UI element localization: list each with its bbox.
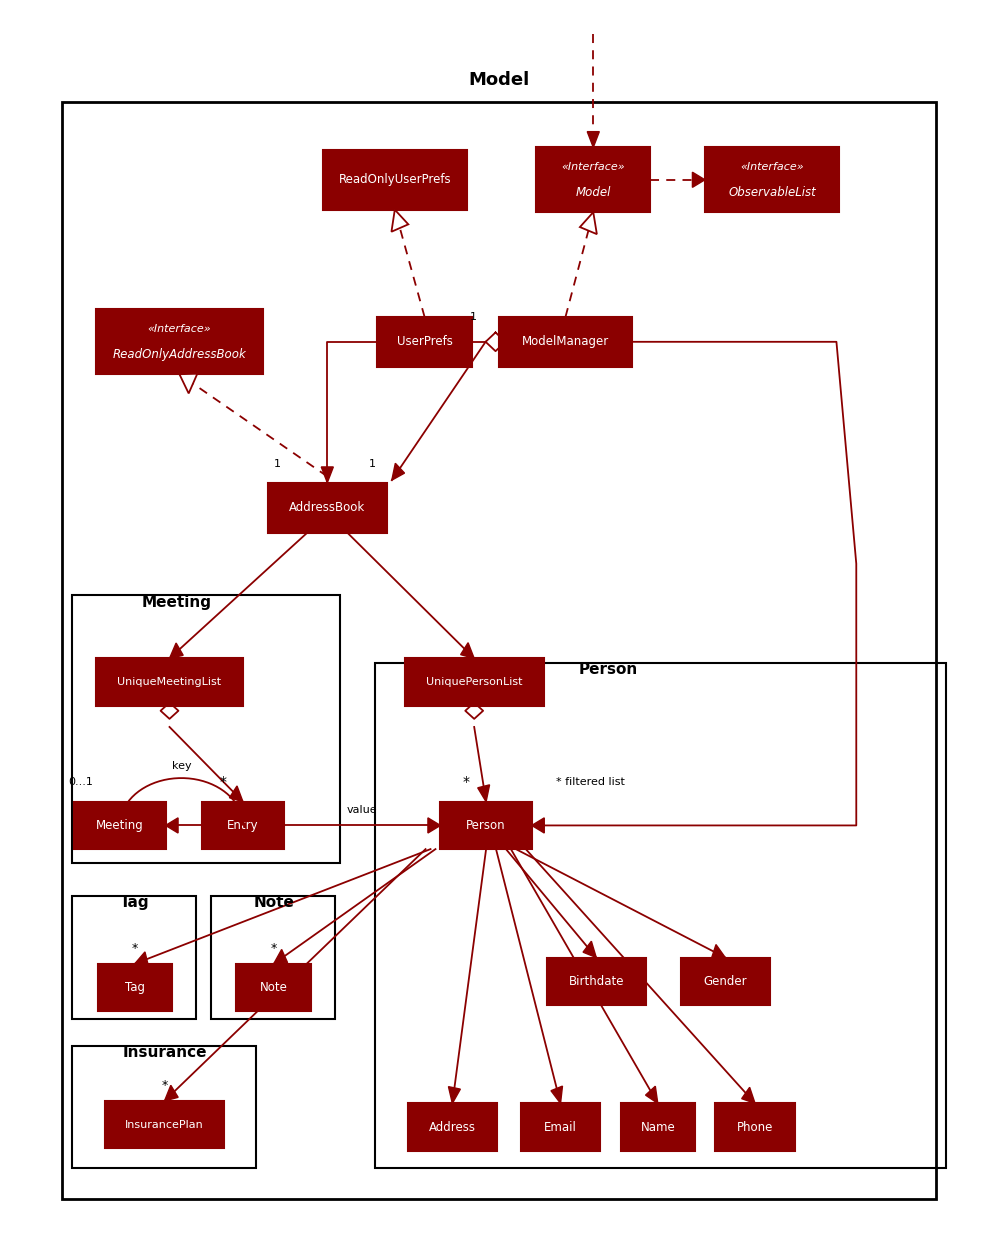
Text: value: value (346, 805, 377, 815)
Polygon shape (392, 463, 404, 481)
Text: Address: Address (429, 1121, 476, 1133)
Bar (521, 1103, 600, 1151)
Bar (375, 664, 945, 1168)
Polygon shape (693, 173, 705, 188)
Text: *: * (463, 775, 470, 789)
Polygon shape (135, 952, 149, 967)
Bar (408, 1103, 497, 1151)
Polygon shape (580, 212, 597, 234)
Text: key: key (172, 761, 192, 770)
Text: UniqueMeetingList: UniqueMeetingList (118, 677, 222, 687)
Bar (203, 801, 283, 849)
Polygon shape (230, 786, 243, 801)
Text: *: * (132, 943, 138, 955)
Polygon shape (273, 949, 287, 964)
Polygon shape (166, 818, 178, 833)
Polygon shape (551, 1085, 563, 1103)
Text: AddressBook: AddressBook (289, 501, 365, 515)
Bar (267, 483, 387, 532)
Text: «Interface»: «Interface» (741, 162, 803, 172)
Text: Person: Person (579, 662, 638, 677)
Bar (62, 103, 936, 1199)
Text: Entry: Entry (228, 819, 258, 831)
Text: 1: 1 (274, 459, 281, 470)
Bar (98, 964, 172, 1012)
Polygon shape (587, 131, 600, 148)
Text: Name: Name (641, 1121, 676, 1133)
Bar (405, 659, 544, 706)
Polygon shape (180, 374, 198, 393)
Polygon shape (712, 944, 726, 959)
Bar (212, 896, 335, 1019)
Text: Birthdate: Birthdate (569, 975, 624, 988)
Text: UniquePersonList: UniquePersonList (426, 677, 522, 687)
Bar (377, 317, 472, 367)
Polygon shape (237, 809, 249, 825)
Polygon shape (321, 467, 333, 483)
Polygon shape (742, 1087, 755, 1103)
Polygon shape (170, 644, 184, 659)
Text: Phone: Phone (737, 1121, 773, 1133)
Text: «Interface»: «Interface» (562, 162, 625, 172)
Bar (547, 958, 646, 1005)
Bar (72, 896, 197, 1019)
Bar (96, 309, 262, 374)
Bar (499, 317, 633, 367)
Polygon shape (165, 1085, 179, 1101)
Bar (96, 659, 243, 706)
Bar (322, 150, 467, 209)
Text: Model: Model (576, 187, 611, 199)
Polygon shape (428, 818, 440, 833)
Text: Insurance: Insurance (123, 1044, 207, 1059)
Text: UserPrefs: UserPrefs (396, 336, 452, 348)
Polygon shape (532, 818, 544, 833)
Polygon shape (646, 1087, 658, 1103)
Bar (716, 1103, 794, 1151)
Text: 0...1: 0...1 (68, 776, 93, 786)
Bar (72, 595, 340, 863)
Text: Model: Model (468, 71, 530, 89)
Text: Email: Email (544, 1121, 577, 1133)
Polygon shape (583, 942, 596, 958)
Polygon shape (478, 785, 490, 801)
Text: *: * (220, 775, 227, 789)
Text: Gender: Gender (704, 975, 748, 988)
Text: ReadOnlyUserPrefs: ReadOnlyUserPrefs (338, 173, 451, 187)
Text: InsurancePlan: InsurancePlan (125, 1119, 204, 1129)
Bar (681, 958, 769, 1005)
Bar (72, 1047, 255, 1168)
Text: Note: Note (253, 895, 294, 910)
Bar (237, 964, 311, 1012)
Text: Tag: Tag (125, 982, 145, 994)
Text: *: * (162, 1079, 168, 1093)
Text: Tag: Tag (120, 895, 150, 910)
Text: 1: 1 (368, 459, 375, 470)
Text: Person: Person (466, 819, 506, 831)
Polygon shape (448, 1087, 460, 1103)
Text: Meeting: Meeting (142, 595, 212, 610)
Bar (536, 148, 651, 212)
Bar (105, 1101, 225, 1148)
Polygon shape (461, 642, 474, 659)
Polygon shape (391, 209, 408, 232)
Text: ModelManager: ModelManager (522, 336, 609, 348)
Text: Meeting: Meeting (96, 819, 144, 831)
Text: Note: Note (259, 982, 287, 994)
Text: * filtered list: * filtered list (556, 776, 625, 786)
Text: *: * (270, 943, 276, 955)
Bar (440, 801, 532, 849)
Text: «Interface»: «Interface» (148, 324, 212, 334)
Bar (705, 148, 839, 212)
Bar (74, 801, 166, 849)
Text: ObservableList: ObservableList (729, 187, 815, 199)
Bar (621, 1103, 695, 1151)
Text: 1: 1 (470, 312, 477, 322)
Text: ReadOnlyAddressBook: ReadOnlyAddressBook (113, 348, 247, 362)
